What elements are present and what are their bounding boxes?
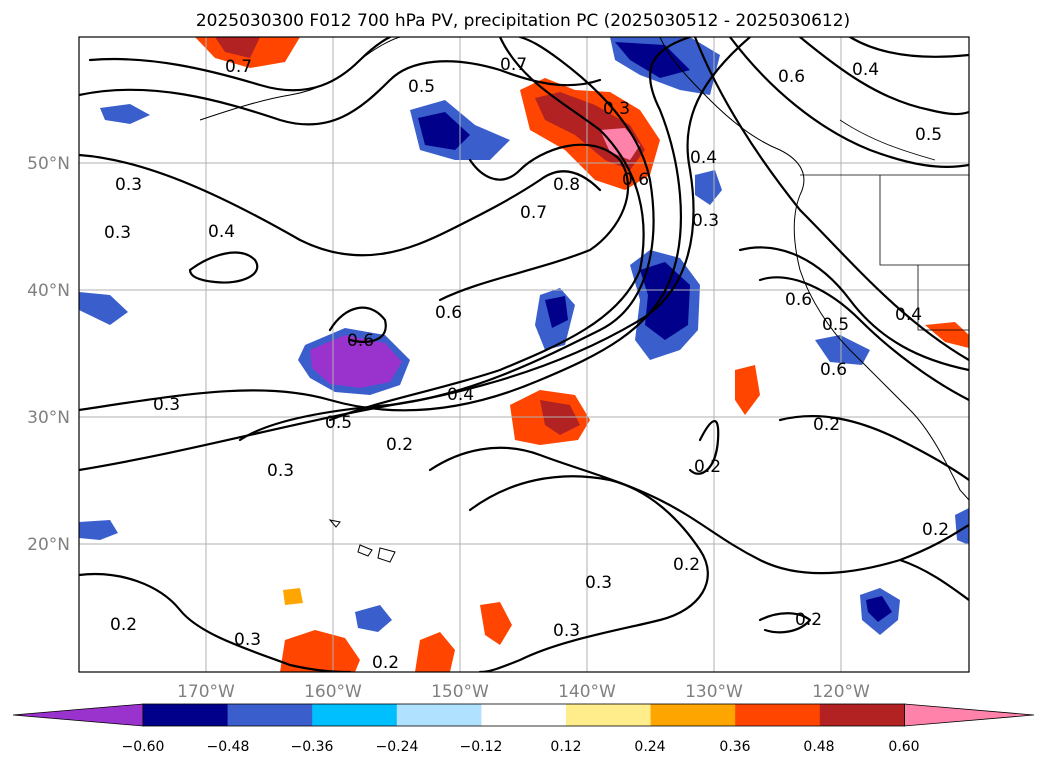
colorbar-bin: [819, 704, 905, 726]
contour-label: 0.2: [386, 435, 413, 455]
contour-labels: 0.7 0.5 0.3 0.3 0.4 0.7 0.8 0.7 0.3 0.6 …: [104, 55, 949, 673]
lat-label: 20°N: [27, 535, 70, 555]
contour-label: 0.2: [372, 653, 399, 673]
contour-label: 0.5: [408, 77, 435, 97]
precip-negative-core: [418, 112, 470, 150]
precip-negative-patch: [79, 292, 128, 325]
map-background: [79, 37, 969, 672]
contour-label: 0.4: [447, 385, 474, 405]
precip-positive-patch: [735, 365, 760, 415]
colorbar-bin: [566, 704, 652, 726]
lat-label: 30°N: [27, 408, 70, 428]
contour-label: 0.3: [115, 175, 142, 195]
latitude-labels: 50°N 40°N 30°N 20°N: [27, 154, 70, 555]
lon-label: 160°W: [304, 682, 362, 702]
precip-negative-core: [615, 42, 690, 78]
map-frame: [78, 36, 970, 673]
precip-negative-patch: [815, 335, 870, 365]
contour-label: 0.6: [435, 303, 462, 323]
contour-label: 0.5: [822, 315, 849, 335]
contour-label: 0.6: [347, 331, 374, 351]
colorbar: [12, 703, 1035, 727]
contour-label: 0.4: [690, 148, 717, 168]
precip-negative-patch: [955, 508, 969, 545]
contour-label: 0.7: [500, 55, 527, 75]
precip-positive-patch: [925, 322, 969, 348]
contour-label: 0.4: [895, 305, 922, 325]
contour-label: 0.3: [104, 223, 131, 243]
colorbar-tick: −0.12: [460, 739, 503, 755]
contour-label: 0.8: [553, 175, 580, 195]
colorbar-tick: −0.36: [291, 739, 334, 755]
lon-label: 140°W: [558, 682, 616, 702]
contour-label: 0.7: [225, 57, 252, 77]
lon-label: 170°W: [177, 682, 235, 702]
lat-label: 50°N: [27, 154, 70, 174]
contour-label: 0.3: [603, 99, 630, 119]
precip-positive-patch: [280, 630, 360, 672]
lat-label: 40°N: [27, 281, 70, 301]
colorbar-tick: 0.36: [719, 739, 750, 755]
contour-label: 0.2: [694, 457, 721, 477]
contour-label: 0.2: [673, 555, 700, 575]
contour-label: 0.6: [778, 67, 805, 87]
precip-positive-core: [215, 37, 260, 58]
colorbar-tick: −0.60: [122, 739, 165, 755]
colorbar-bin: [650, 704, 736, 726]
map-panel: 0.7 0.5 0.3 0.3 0.4 0.7 0.8 0.7 0.3 0.6 …: [78, 36, 970, 673]
colorbar-bin: [312, 704, 398, 726]
colorbar-tick: −0.24: [376, 739, 419, 755]
colorbar-bin: [481, 704, 567, 726]
contour-label: 0.3: [267, 461, 294, 481]
contour-label: 0.7: [520, 203, 547, 223]
colorbar-bin: [735, 704, 821, 726]
precip-negative-core: [545, 296, 568, 328]
precip-positive-patch: [283, 588, 303, 605]
contour-label: 0.3: [585, 573, 612, 593]
precip-positive-patch: [480, 602, 512, 645]
precip-positive-patch: [415, 632, 455, 672]
contour-label: 0.6: [622, 170, 649, 190]
colorbar-bin: [227, 704, 313, 726]
contour-label: 0.2: [110, 615, 137, 635]
lon-label: 120°W: [812, 682, 870, 702]
contour-label: 0.3: [553, 621, 580, 641]
precip-negative-patch: [695, 170, 722, 205]
colorbar-tick-labels: −0.60 −0.48 −0.36 −0.24 −0.12 0.12 0.24 …: [122, 739, 920, 755]
contour-label: 0.5: [915, 125, 942, 145]
contour-label: 0.6: [820, 360, 847, 380]
precip-negative-core: [866, 596, 892, 622]
lon-label: 150°W: [431, 682, 489, 702]
longitude-labels: 170°W 160°W 150°W 140°W 130°W 120°W: [177, 682, 870, 702]
colorbar-extend-max: [904, 703, 1035, 727]
pv-contours: [79, 37, 969, 672]
colorbar-bin: [396, 704, 482, 726]
figure-title: 2025030300 F012 700 hPa PV, precipitatio…: [196, 11, 850, 31]
colorbar-tick: 0.12: [550, 739, 581, 755]
colorbar-tick: 0.60: [888, 739, 919, 755]
colorbar-tick: −0.48: [207, 739, 250, 755]
contour-label: 0.3: [692, 211, 719, 231]
contour-label: 0.2: [922, 520, 949, 540]
precip-negative-patch: [355, 605, 392, 632]
colorbar-tick: 0.48: [803, 739, 834, 755]
contour-label: 0.6: [785, 290, 812, 310]
colorbar-frame: [142, 703, 905, 727]
coastlines: [199, 37, 969, 563]
precip-negative-patch: [100, 104, 150, 124]
contour-label: 0.2: [813, 415, 840, 435]
contour-label: 0.2: [795, 610, 822, 630]
colorbar-tick: 0.24: [634, 739, 665, 755]
colorbar-bin: [143, 704, 229, 726]
colorbar-extend-min: [12, 703, 144, 727]
contour-label: 0.3: [234, 630, 261, 650]
contour-label: 0.4: [852, 60, 879, 80]
contour-label: 0.3: [153, 395, 180, 415]
precip-negative-patch: [79, 520, 118, 540]
contour-label: 0.4: [208, 222, 235, 242]
lon-label: 130°W: [685, 682, 743, 702]
contour-label: 0.5: [325, 413, 352, 433]
